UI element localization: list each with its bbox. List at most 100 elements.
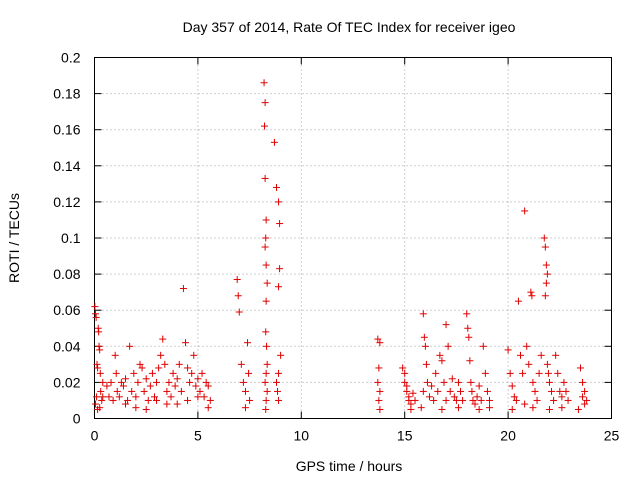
data-point	[541, 243, 549, 251]
data-point	[537, 351, 545, 359]
data-point	[276, 220, 284, 228]
data-point	[92, 313, 100, 321]
data-point	[157, 351, 165, 359]
data-point	[471, 400, 479, 408]
data-point	[262, 234, 270, 242]
data-point	[409, 389, 417, 397]
data-point	[376, 387, 384, 395]
data-point	[276, 265, 284, 273]
data-point	[556, 387, 564, 395]
data-point	[428, 382, 436, 390]
data-point	[165, 378, 173, 386]
data-point	[463, 310, 471, 318]
data-point	[275, 198, 283, 206]
data-point	[514, 297, 522, 305]
data-point	[196, 387, 204, 395]
data-point	[438, 357, 446, 365]
data-point	[261, 378, 269, 386]
data-point	[103, 382, 111, 390]
data-point	[405, 393, 413, 401]
data-point	[144, 396, 152, 404]
data-point	[95, 342, 103, 350]
data-point	[541, 292, 549, 300]
y-axis-label: ROTI / TECUs	[6, 193, 22, 283]
data-point	[206, 396, 214, 404]
data-point	[528, 292, 536, 300]
data-point	[140, 387, 148, 395]
data-point	[469, 396, 477, 404]
data-point	[504, 346, 512, 354]
data-point	[186, 378, 194, 386]
data-point	[375, 396, 383, 404]
data-point	[545, 378, 553, 386]
data-point	[483, 387, 491, 395]
data-point	[237, 360, 245, 368]
data-point	[535, 369, 543, 377]
data-point	[244, 339, 252, 347]
data-point	[130, 369, 138, 377]
data-point	[438, 405, 446, 413]
data-point	[581, 400, 589, 408]
data-point	[422, 360, 430, 368]
data-point	[550, 396, 558, 404]
data-point	[204, 382, 212, 390]
data-point	[99, 393, 107, 401]
data-point	[126, 342, 134, 350]
data-point	[442, 396, 450, 404]
data-point	[407, 400, 415, 408]
data-point	[194, 393, 202, 401]
x-tick-label: 0	[91, 428, 99, 444]
data-point	[263, 279, 271, 287]
x-tick-label: 15	[397, 428, 413, 444]
data-point	[450, 393, 458, 401]
data-point	[91, 303, 99, 311]
data-point	[542, 279, 550, 287]
data-point	[543, 270, 551, 278]
data-point	[579, 393, 587, 401]
data-point	[560, 378, 568, 386]
data-point	[184, 364, 192, 372]
data-point	[246, 396, 254, 404]
data-point	[134, 378, 142, 386]
data-point	[508, 382, 516, 390]
y-tick-label: 0.02	[53, 374, 80, 390]
y-tick-labels: 0 0.02 0.04 0.06 0.08 0.1 0.12 0.14 0.16 0.18 0.2	[53, 50, 80, 427]
data-point	[263, 342, 271, 350]
data-point	[109, 396, 117, 404]
data-point	[169, 369, 177, 377]
data-point	[523, 342, 531, 350]
data-point	[401, 369, 409, 377]
data-point	[241, 387, 249, 395]
data-point	[485, 404, 493, 412]
data-point	[376, 339, 384, 347]
data-point	[194, 375, 202, 383]
x-axis-label: GPS time / hours	[296, 458, 403, 474]
chart-title: Day 357 of 2014, Rate Of TEC Index for r…	[183, 19, 516, 35]
data-point	[93, 393, 101, 401]
data-point	[262, 396, 270, 404]
x-tick-label: 20	[500, 428, 516, 444]
data-point	[153, 378, 161, 386]
data-point	[446, 387, 454, 395]
data-point	[554, 369, 562, 377]
data-point	[454, 404, 462, 412]
data-point	[179, 285, 187, 293]
data-point	[579, 378, 587, 386]
data-point	[434, 387, 442, 395]
y-tick-label: 0.1	[61, 230, 81, 246]
data-point	[270, 138, 278, 146]
y-tick-label: 0.18	[53, 86, 80, 102]
data-point	[275, 369, 283, 377]
data-point	[519, 369, 527, 377]
data-point	[111, 351, 119, 359]
data-point	[119, 382, 127, 390]
data-point	[190, 351, 198, 359]
data-point	[161, 360, 169, 368]
data-point	[275, 283, 283, 291]
data-point	[122, 375, 130, 383]
data-point	[419, 310, 427, 318]
x-tick-labels: 0 5 10 15 20 25	[91, 428, 620, 444]
data-point	[245, 369, 253, 377]
data-point	[531, 387, 539, 395]
data-point	[399, 364, 407, 372]
